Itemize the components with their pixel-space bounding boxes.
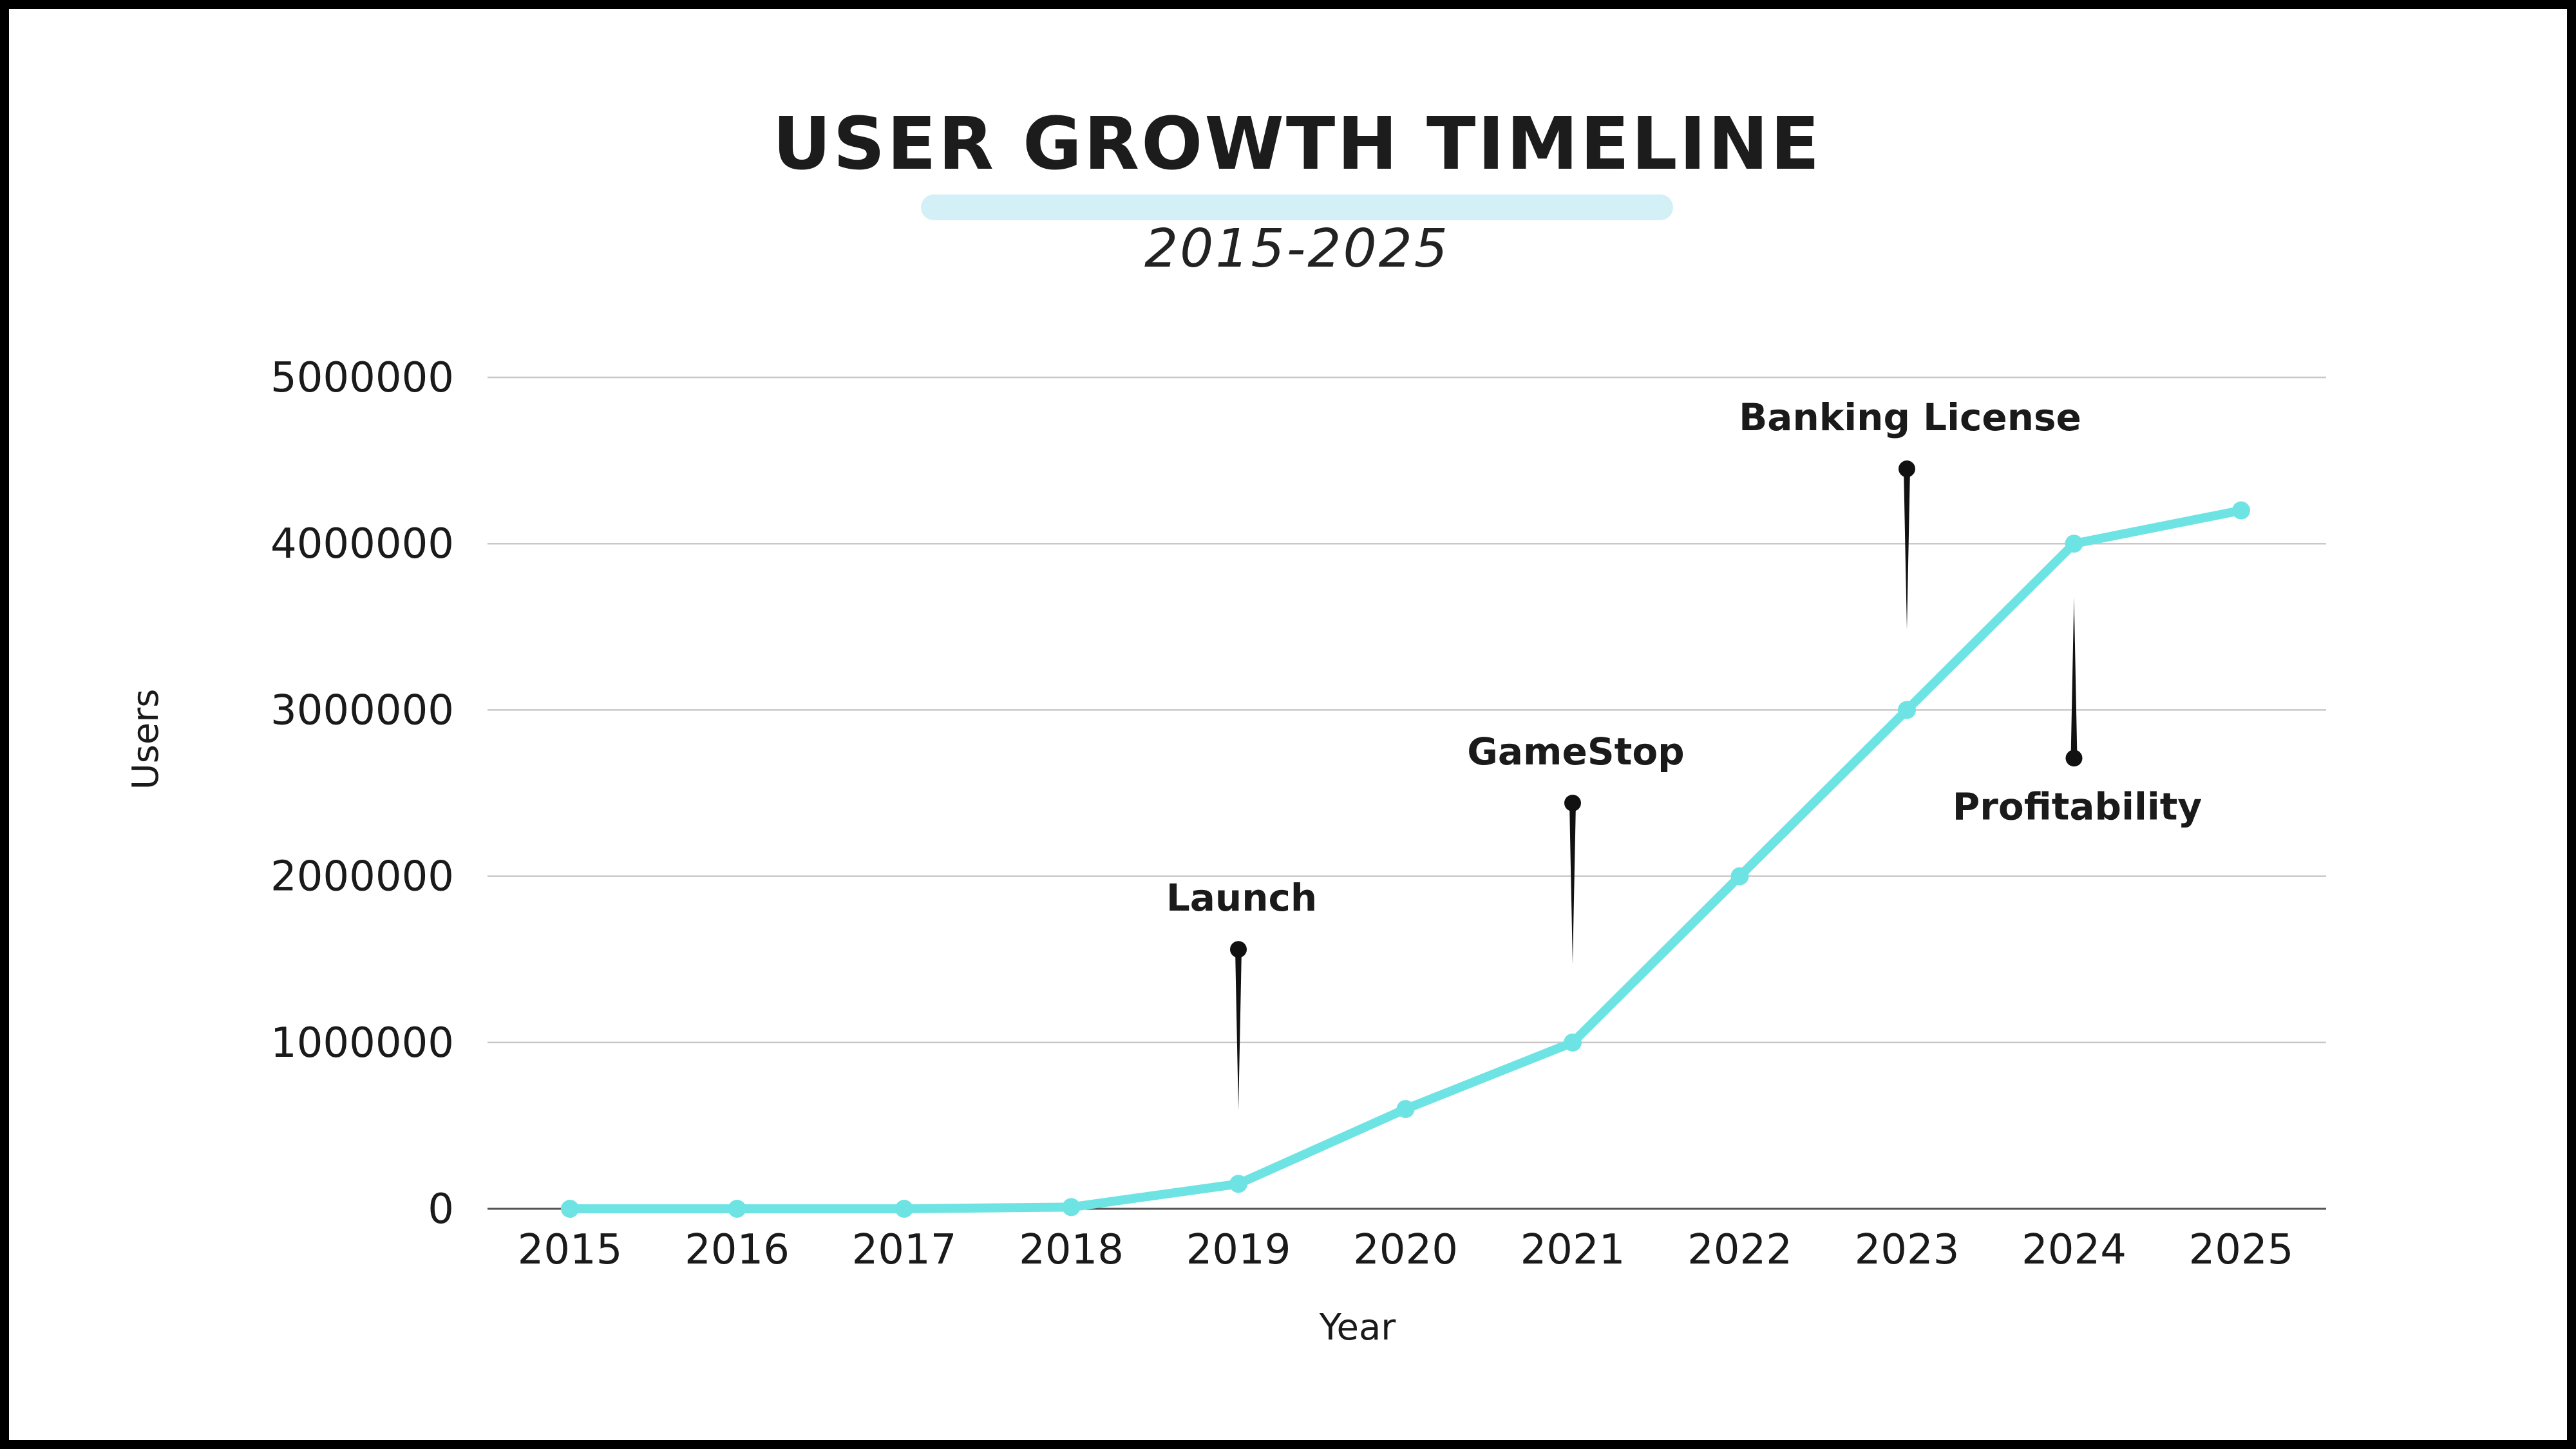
data-point: [728, 1200, 746, 1218]
x-tick-label: 2016: [685, 1226, 790, 1274]
data-point: [1898, 701, 1916, 719]
annotation-dot: [1899, 460, 1915, 478]
x-tick-label: 2021: [1520, 1226, 1625, 1274]
data-point: [895, 1200, 913, 1218]
x-tick-label: 2017: [852, 1226, 957, 1274]
x-tick-label: 2020: [1353, 1226, 1458, 1274]
annotation-stem: [2070, 597, 2078, 759]
data-point: [1062, 1198, 1081, 1217]
annotation-stem: [1904, 469, 1910, 630]
gridlines: [488, 376, 2326, 1210]
annotation-label: GameStop: [1467, 730, 1684, 773]
annotation-label: Launch: [1166, 876, 1317, 920]
data-point: [1396, 1100, 1415, 1119]
chart-title: USER GROWTH TIMELINE: [772, 102, 1822, 186]
x-tick-label: 2018: [1019, 1226, 1124, 1274]
series-layer: [561, 501, 2250, 1218]
x-axis-ticks: 2015 2016 2017 2018 2019 2020 2021 2022 2023 2024…: [518, 1226, 2294, 1274]
chart-subtitle: 2015-2025: [1144, 218, 1450, 279]
x-tick-label: 2024: [2022, 1226, 2126, 1274]
y-tick-label: 1000000: [270, 1019, 454, 1067]
annotation-layer: Launch GameStop Banking License Profitabili…: [1166, 395, 2202, 1111]
title-underline-bar: [921, 194, 1673, 220]
annotation-banking-license: Banking License: [1739, 395, 2081, 630]
annotation-dot: [1230, 941, 1247, 958]
y-tick-label: 5000000: [270, 354, 454, 402]
data-point: [1229, 1175, 1247, 1193]
data-point: [561, 1200, 579, 1218]
x-tick-label: 2023: [1855, 1226, 1960, 1274]
x-tick-label: 2015: [518, 1226, 623, 1274]
x-tick-label: 2019: [1186, 1226, 1291, 1274]
annotation-dot: [1564, 794, 1581, 811]
annotation-label: Profitability: [1953, 784, 2202, 828]
y-axis-ticks: 0 1000000 2000000 3000000 4000000 5000000: [270, 354, 454, 1233]
annotation-dot: [2065, 750, 2083, 767]
annotation-gamestop: GameStop: [1467, 730, 1685, 964]
data-point: [1730, 867, 1749, 886]
annotation-stem: [1569, 802, 1576, 964]
y-tick-label: 0: [428, 1186, 454, 1233]
y-tick-label: 2000000: [270, 853, 454, 901]
data-point: [1564, 1033, 1582, 1052]
x-axis-label: Year: [1319, 1307, 1397, 1349]
x-tick-label: 2022: [1687, 1226, 1792, 1274]
data-point: [2232, 501, 2250, 520]
y-axis-label: Users: [125, 689, 167, 790]
annotation-profitability: Profitability: [1953, 597, 2202, 828]
x-tick-label: 2025: [2189, 1226, 2294, 1274]
annotation-stem: [1235, 949, 1242, 1111]
y-tick-label: 4000000: [270, 520, 454, 568]
annotation-label: Banking License: [1739, 395, 2081, 439]
y-tick-label: 3000000: [270, 687, 454, 734]
data-point: [2065, 535, 2083, 553]
annotation-launch: Launch: [1166, 876, 1317, 1111]
